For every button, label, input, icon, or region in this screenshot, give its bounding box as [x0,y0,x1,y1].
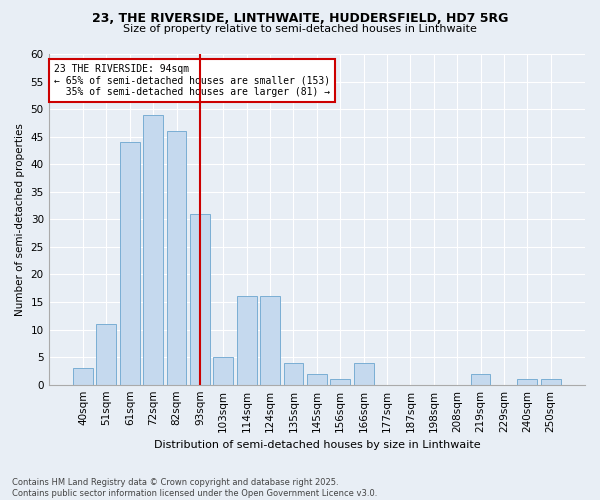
Bar [97,324,116,384]
Bar [517,379,537,384]
Bar [307,374,327,384]
Text: 23 THE RIVERSIDE: 94sqm
← 65% of semi-detached houses are smaller (153)
  35% of: 23 THE RIVERSIDE: 94sqm ← 65% of semi-de… [54,64,330,97]
Text: Contains HM Land Registry data © Crown copyright and database right 2025.
Contai: Contains HM Land Registry data © Crown c… [12,478,377,498]
Bar [260,296,280,384]
Bar [167,131,187,384]
Text: Size of property relative to semi-detached houses in Linthwaite: Size of property relative to semi-detach… [123,24,477,34]
Bar [73,368,93,384]
Bar [284,362,304,384]
Bar [237,296,257,384]
X-axis label: Distribution of semi-detached houses by size in Linthwaite: Distribution of semi-detached houses by … [154,440,480,450]
Bar [143,114,163,384]
Bar [353,362,374,384]
Bar [214,357,233,384]
Bar [120,142,140,384]
Bar [190,214,210,384]
Bar [541,379,560,384]
Text: 23, THE RIVERSIDE, LINTHWAITE, HUDDERSFIELD, HD7 5RG: 23, THE RIVERSIDE, LINTHWAITE, HUDDERSFI… [92,12,508,26]
Y-axis label: Number of semi-detached properties: Number of semi-detached properties [15,123,25,316]
Bar [330,379,350,384]
Bar [470,374,490,384]
